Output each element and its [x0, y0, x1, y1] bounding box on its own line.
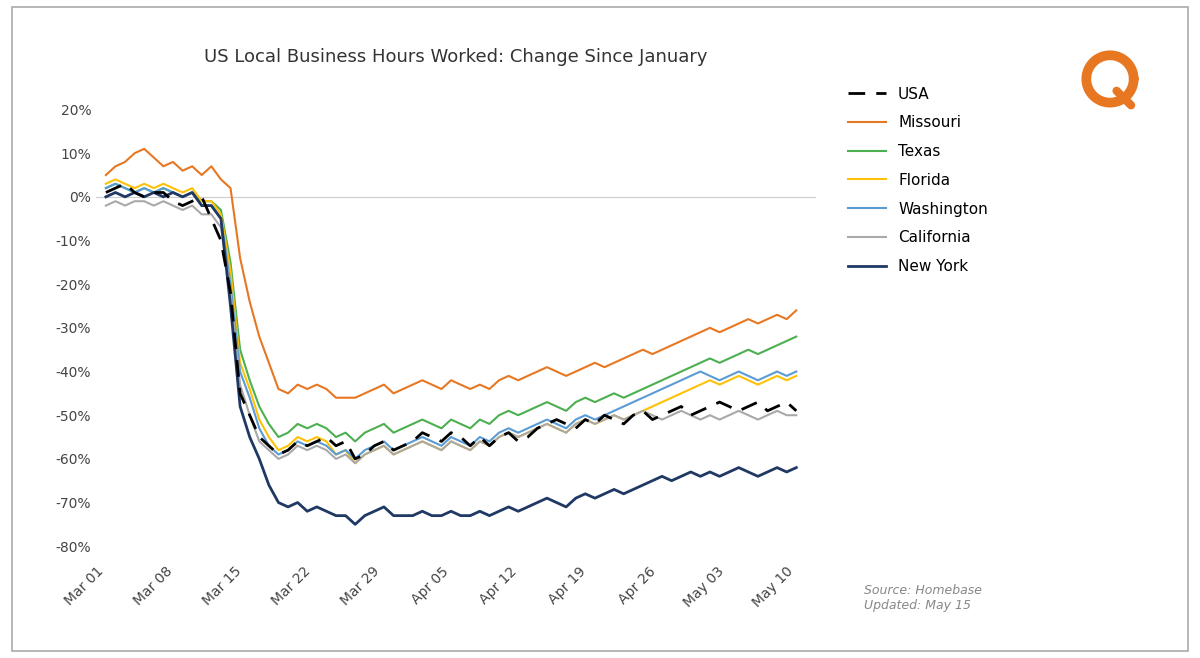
Text: Source: Homebase
Updated: May 15: Source: Homebase Updated: May 15: [864, 584, 982, 612]
Legend: USA, Missouri, Texas, Florida, Washington, California, New York: USA, Missouri, Texas, Florida, Washingto…: [847, 87, 988, 274]
Title: US Local Business Hours Worked: Change Since January: US Local Business Hours Worked: Change S…: [204, 48, 708, 66]
